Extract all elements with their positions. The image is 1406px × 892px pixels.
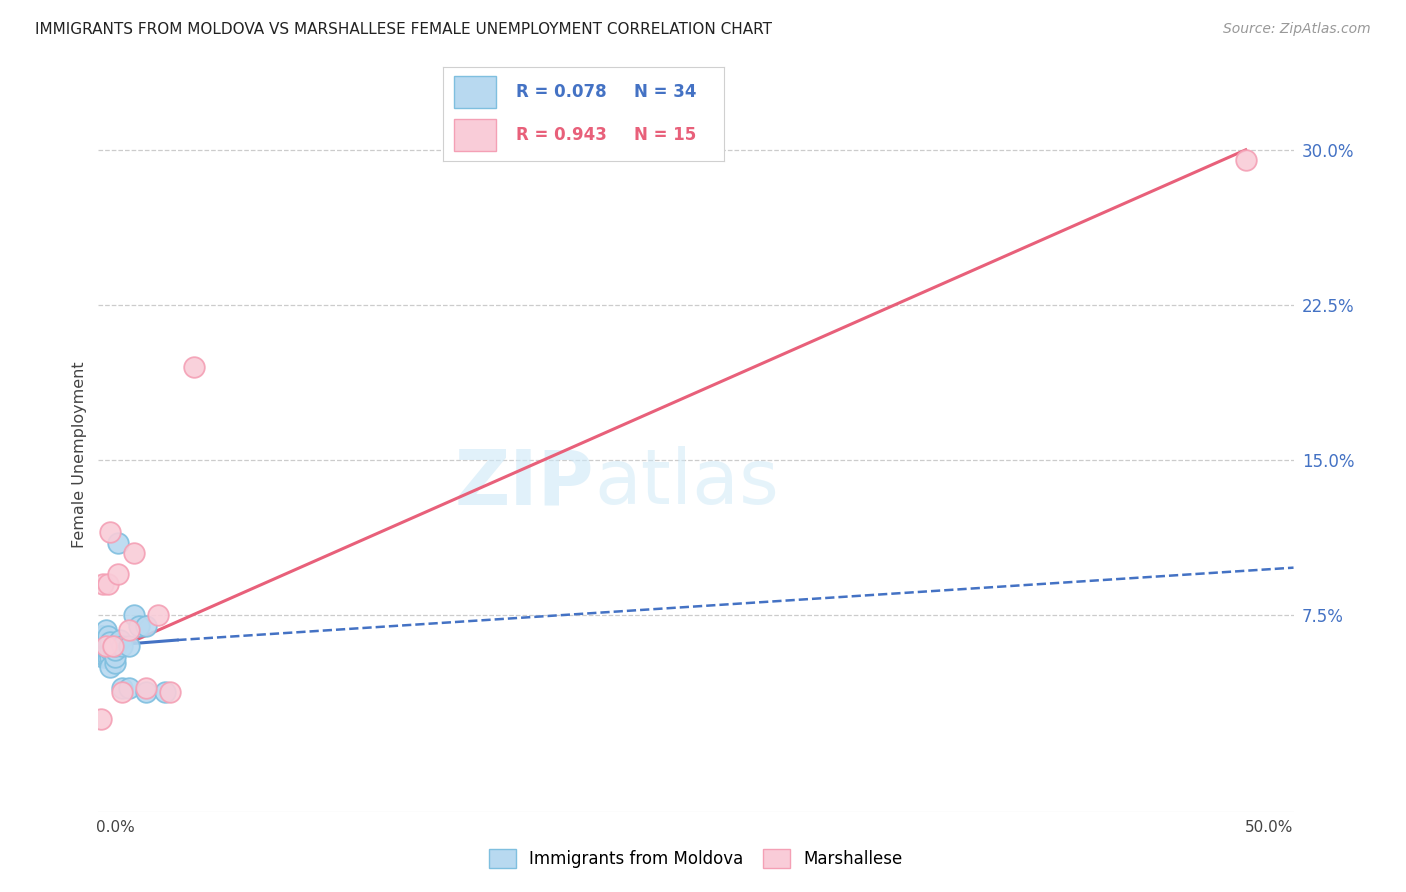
Point — [135, 618, 157, 632]
Text: atlas: atlas — [595, 447, 779, 520]
Bar — [454, 77, 496, 108]
Text: Source: ZipAtlas.com: Source: ZipAtlas.com — [1223, 22, 1371, 37]
Point — [94, 639, 117, 653]
Point — [1234, 153, 1257, 168]
Point — [90, 712, 112, 726]
Point — [111, 681, 134, 695]
Point — [94, 649, 117, 664]
Text: R = 0.943: R = 0.943 — [516, 127, 607, 145]
Point — [101, 639, 124, 653]
Y-axis label: Female Unemployment: Female Unemployment — [72, 361, 87, 549]
Bar — [454, 120, 496, 152]
Point — [155, 685, 177, 699]
Point — [104, 649, 127, 664]
Point — [91, 577, 114, 591]
Point — [135, 685, 157, 699]
Point — [128, 618, 150, 632]
Point — [94, 639, 117, 653]
Point — [107, 536, 129, 550]
Point — [90, 639, 112, 653]
Point — [118, 681, 141, 695]
Point — [91, 649, 114, 664]
Point — [101, 639, 124, 653]
Point — [98, 525, 122, 540]
Point — [91, 629, 114, 643]
Point — [98, 649, 122, 664]
Point — [124, 546, 146, 560]
Text: 50.0%: 50.0% — [1246, 820, 1294, 835]
Text: ZIP: ZIP — [456, 447, 595, 520]
Point — [135, 681, 157, 695]
Point — [90, 629, 112, 643]
Point — [108, 633, 131, 648]
Text: R = 0.078: R = 0.078 — [516, 83, 606, 101]
Point — [118, 639, 141, 653]
Point — [104, 639, 127, 653]
Point — [159, 685, 181, 699]
Point — [98, 635, 122, 649]
Point — [97, 635, 120, 649]
Point — [104, 656, 127, 670]
Point — [97, 643, 120, 657]
Point — [97, 629, 120, 643]
Point — [111, 685, 134, 699]
Point — [97, 577, 120, 591]
Point — [107, 566, 129, 581]
Text: N = 15: N = 15 — [634, 127, 696, 145]
Text: N = 34: N = 34 — [634, 83, 696, 101]
Point — [94, 633, 117, 648]
Text: IMMIGRANTS FROM MOLDOVA VS MARSHALLESE FEMALE UNEMPLOYMENT CORRELATION CHART: IMMIGRANTS FROM MOLDOVA VS MARSHALLESE F… — [35, 22, 772, 37]
Point — [101, 643, 124, 657]
Point — [183, 359, 205, 374]
Point — [98, 660, 122, 674]
Point — [91, 639, 114, 653]
Point — [104, 643, 127, 657]
Point — [94, 623, 117, 637]
Point — [97, 649, 120, 664]
Legend: Immigrants from Moldova, Marshallese: Immigrants from Moldova, Marshallese — [482, 842, 910, 875]
Point — [124, 608, 146, 623]
Text: 0.0%: 0.0% — [96, 820, 135, 835]
Point — [98, 643, 122, 657]
Point — [111, 639, 134, 653]
Point — [148, 608, 170, 623]
Point — [118, 623, 141, 637]
